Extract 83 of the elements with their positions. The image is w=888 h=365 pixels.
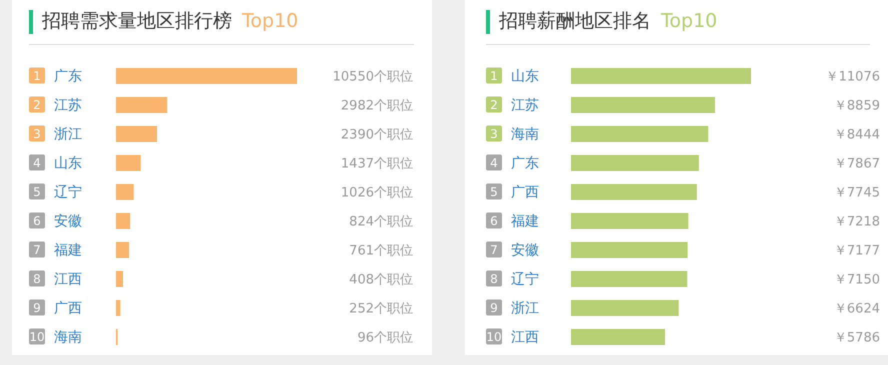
text: 1 bbox=[490, 69, 498, 83]
bar bbox=[116, 271, 123, 287]
y-tick-label: 江苏 bbox=[54, 98, 82, 114]
y-tick-label: 辽宁 bbox=[54, 184, 82, 200]
bar bbox=[571, 184, 697, 200]
y-tick-label: 安徽 bbox=[511, 242, 539, 258]
text: 1 bbox=[33, 69, 41, 83]
data-label: ￥5786 bbox=[834, 330, 880, 346]
bar bbox=[116, 126, 158, 142]
data-label: 408个职位 bbox=[349, 272, 413, 288]
bar bbox=[571, 126, 708, 142]
y-tick-label: 江西 bbox=[54, 272, 82, 288]
data-label: 761个职位 bbox=[349, 244, 413, 258]
data-label: 2982个职位 bbox=[340, 98, 413, 114]
text: 2 bbox=[33, 98, 41, 112]
y-tick-label: 福建 bbox=[511, 214, 539, 230]
bar bbox=[571, 271, 688, 287]
text: 10 bbox=[486, 330, 502, 344]
chart-subtitle: Top10 bbox=[242, 10, 298, 32]
data-label: 2390个职位 bbox=[340, 128, 413, 142]
bar bbox=[116, 155, 141, 171]
text: 9 bbox=[33, 301, 41, 315]
data-label: 824个职位 bbox=[349, 214, 413, 230]
data-label: 10550个职位 bbox=[332, 70, 413, 84]
y-tick-label: 广东 bbox=[54, 68, 82, 84]
text: 4 bbox=[33, 156, 41, 170]
chart-title: 招聘薪酬地区排名 bbox=[499, 10, 651, 32]
y-tick-label: 江西 bbox=[511, 330, 539, 346]
y-tick-label: 海南 bbox=[511, 126, 539, 142]
text: 5 bbox=[490, 185, 498, 199]
bar bbox=[116, 242, 130, 258]
text: 9 bbox=[490, 301, 498, 315]
data-label: ￥7177 bbox=[834, 244, 880, 258]
y-tick-label: 江苏 bbox=[511, 98, 539, 114]
chart-subtitle: Top10 bbox=[661, 10, 718, 32]
bar bbox=[116, 97, 168, 113]
data-label: ￥6624 bbox=[834, 302, 880, 316]
y-tick-label: 浙江 bbox=[511, 300, 539, 316]
y-tick-label: 海南 bbox=[54, 330, 82, 346]
text: 3 bbox=[490, 127, 498, 141]
bar bbox=[116, 300, 120, 316]
y-tick-label: 安徽 bbox=[54, 214, 82, 230]
data-label: ￥8859 bbox=[834, 98, 880, 114]
bar bbox=[116, 213, 130, 229]
bar bbox=[116, 68, 297, 84]
data-label: 96个职位 bbox=[357, 330, 413, 346]
y-tick-label: 广西 bbox=[511, 184, 539, 200]
data-label: ￥7150 bbox=[834, 272, 880, 288]
text: 10 bbox=[29, 330, 45, 344]
bar bbox=[571, 300, 679, 316]
bar bbox=[571, 68, 751, 84]
y-tick-label: 广东 bbox=[511, 156, 539, 172]
bar bbox=[571, 242, 688, 258]
data-label: ￥7745 bbox=[834, 186, 880, 200]
data-label: ￥7218 bbox=[834, 214, 880, 230]
bar bbox=[116, 184, 134, 200]
bar bbox=[571, 97, 715, 113]
text: 5 bbox=[33, 185, 41, 199]
y-tick-label: 辽宁 bbox=[511, 272, 539, 288]
text: 8 bbox=[33, 272, 41, 286]
y-tick-label: 浙江 bbox=[54, 126, 82, 142]
data-label: ￥11076 bbox=[826, 70, 880, 84]
chart-title: 招聘需求量地区排行榜 bbox=[42, 10, 232, 32]
bar bbox=[571, 213, 688, 229]
data-label: 1026个职位 bbox=[340, 186, 413, 200]
text: 2 bbox=[490, 98, 498, 112]
bar bbox=[571, 155, 699, 171]
bar bbox=[571, 329, 666, 345]
text: 6 bbox=[490, 214, 498, 228]
data-label: ￥7867 bbox=[834, 156, 880, 172]
text: 6 bbox=[33, 214, 41, 228]
text: 3 bbox=[33, 127, 41, 141]
text: 8 bbox=[490, 272, 498, 286]
data-label: 252个职位 bbox=[349, 302, 413, 316]
data-label: 1437个职位 bbox=[340, 156, 413, 172]
y-tick-label: 广西 bbox=[54, 300, 82, 316]
y-tick-label: 福建 bbox=[54, 242, 82, 258]
text: 7 bbox=[33, 243, 41, 257]
y-tick-label: 山东 bbox=[54, 156, 82, 172]
y-tick-label: 山东 bbox=[511, 68, 539, 84]
text: 7 bbox=[490, 243, 498, 257]
text: 4 bbox=[490, 156, 498, 170]
data-label: ￥8444 bbox=[834, 128, 880, 142]
